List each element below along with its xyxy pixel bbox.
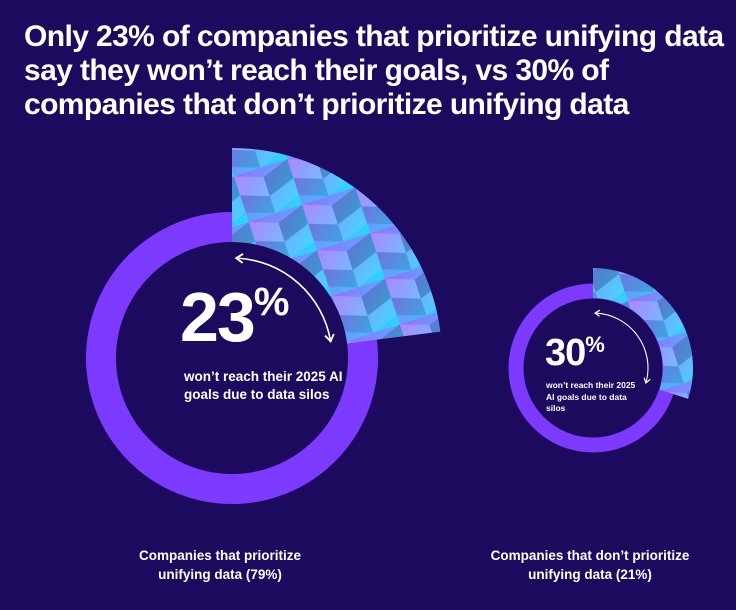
value-label-not-prioritize: 30% [545,332,605,374]
donut-slice-not-prioritize [593,268,693,399]
donut-slice-prioritize [232,148,441,344]
donut-chart-not-prioritize [508,268,693,453]
span-arrow-prioritize [234,253,335,343]
donut-chart-prioritize [86,148,441,504]
span-arrow-not-prioritize [594,309,651,385]
group-label-prioritize: Companies that prioritize unifying data … [138,548,302,582]
page-title: Only 23% of companies that prioritize un… [24,20,724,121]
value-label-prioritize: 23% [180,278,289,356]
group-label-not-prioritize: Companies that don’t prioritize unifying… [490,548,690,582]
description-prioritize: won’t reach their 2025 AI goals due to d… [184,369,343,402]
description-not-prioritize: won’t reach their 2025 AI goals due to d… [546,380,636,413]
